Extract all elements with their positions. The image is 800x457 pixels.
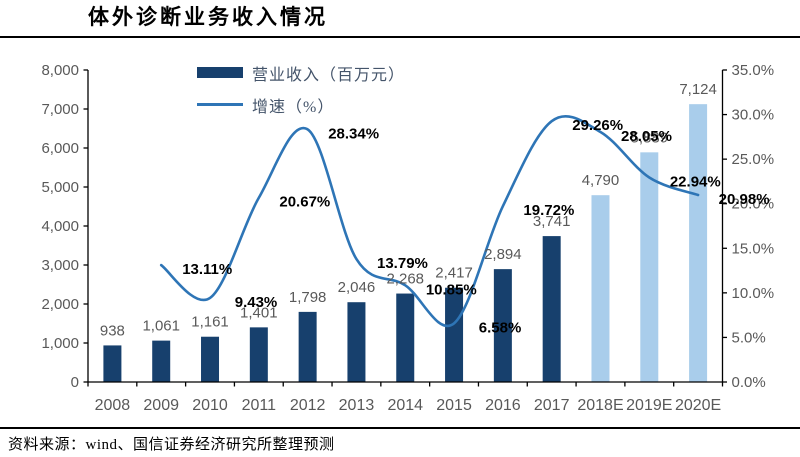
right-axis-tick-label: 5.0% [732, 329, 766, 346]
year-label: 2020E [675, 397, 721, 414]
right-axis-tick-label: 25.0% [732, 151, 775, 168]
growth-value-label: 20.67% [279, 194, 330, 211]
legend-item-revenue: 营业收入（百万元） [197, 60, 405, 85]
left-axis-tick-label: 2,000 [41, 296, 79, 313]
bar-value-label: 4,790 [582, 172, 620, 189]
growth-value-label: 13.79% [377, 255, 428, 272]
left-axis-tick-label: 4,000 [41, 218, 79, 235]
left-axis-tick-label: 5,000 [41, 179, 79, 196]
growth-value-label: 13.11% [182, 261, 232, 278]
revenue-bar [493, 269, 512, 382]
year-label: 2018E [577, 397, 623, 414]
revenue-bar [542, 236, 561, 382]
left-axis-tick-label: 6,000 [41, 140, 79, 157]
growth-value-label: 28.34% [328, 125, 379, 142]
year-label: 2015 [436, 397, 472, 414]
forecast-revenue-bar [689, 104, 708, 382]
left-axis-tick-label: 0 [71, 374, 79, 391]
bar-value-label: 1,401 [240, 304, 278, 321]
bar-value-label: 1,161 [191, 314, 229, 331]
bar-value-label: 2,046 [338, 279, 376, 296]
growth-value-label: 6.58% [479, 319, 522, 336]
year-label: 2017 [534, 397, 570, 414]
growth-value-label: 19.72% [523, 202, 574, 219]
chart-title: 体外诊断业务收入情况 [88, 5, 328, 29]
left-axis-tick-label: 7,000 [41, 101, 79, 118]
growth-line [159, 115, 700, 328]
year-label: 2009 [143, 397, 179, 414]
year-label: 2008 [95, 397, 131, 414]
left-axis-tick-label: 3,000 [41, 257, 79, 274]
right-axis-tick-label: 20.0% [732, 196, 775, 213]
revenue-bar [445, 287, 464, 382]
bar-series-swatch [197, 67, 243, 78]
legend-label-growth: 增速（%） [252, 98, 335, 116]
year-label: 2011 [242, 397, 277, 414]
revenue-bar [201, 336, 220, 382]
year-label: 2013 [339, 397, 375, 414]
year-label: 2014 [387, 397, 423, 414]
growth-value-label: 9.43% [235, 294, 278, 311]
growth-value-label: 29.26% [572, 117, 623, 134]
bar-value-label: 2,268 [386, 271, 424, 288]
bar-value-label: 7,124 [679, 81, 717, 98]
revenue-bar [103, 345, 122, 382]
growth-value-label: 28.05% [621, 128, 672, 145]
legend-item-growth: 增速（%） [197, 92, 405, 117]
right-axis-tick-label: 30.0% [732, 107, 775, 124]
right-axis-tick-label: 35.0% [732, 62, 775, 79]
line-series-swatch [197, 103, 243, 106]
growth-value-label: 22.94% [670, 174, 721, 191]
header-divider [0, 36, 800, 38]
year-label: 2016 [485, 397, 521, 414]
right-axis-tick-label: 15.0% [732, 240, 775, 257]
bar-value-label: 3,741 [533, 213, 571, 230]
revenue-bar [152, 340, 171, 382]
year-label: 2010 [192, 397, 228, 414]
growth-value-label: 10.85% [426, 281, 477, 298]
year-label: 2019E [626, 397, 672, 414]
revenue-bar [298, 311, 317, 382]
bar-value-label: 5,889 [631, 129, 669, 146]
chart-legend: 营业收入（百万元） 增速（%） [197, 60, 405, 117]
legend-label-revenue: 营业收入（百万元） [252, 66, 406, 84]
revenue-bar [396, 293, 415, 382]
right-axis-tick-label: 10.0% [732, 285, 775, 302]
left-axis-tick-label: 8,000 [41, 62, 79, 79]
right-axis-tick-label: 0.0% [732, 374, 766, 391]
growth-value-label: 20.98% [719, 191, 770, 208]
revenue-bar [347, 302, 366, 382]
year-label: 2012 [290, 397, 326, 414]
source-note: 资料来源：wind、国信证券经济研究所整理预测 [8, 437, 335, 453]
bar-value-label: 2,417 [435, 265, 473, 282]
bar-value-label: 938 [100, 322, 125, 339]
left-axis-tick-label: 1,000 [41, 335, 79, 352]
bar-value-label: 1,798 [289, 289, 327, 306]
forecast-revenue-bar [591, 195, 610, 382]
bar-value-label: 1,061 [142, 318, 180, 335]
forecast-revenue-bar [640, 152, 659, 382]
bar-value-label: 2,894 [484, 246, 522, 263]
footer-divider [0, 427, 800, 429]
revenue-bar [249, 327, 268, 382]
